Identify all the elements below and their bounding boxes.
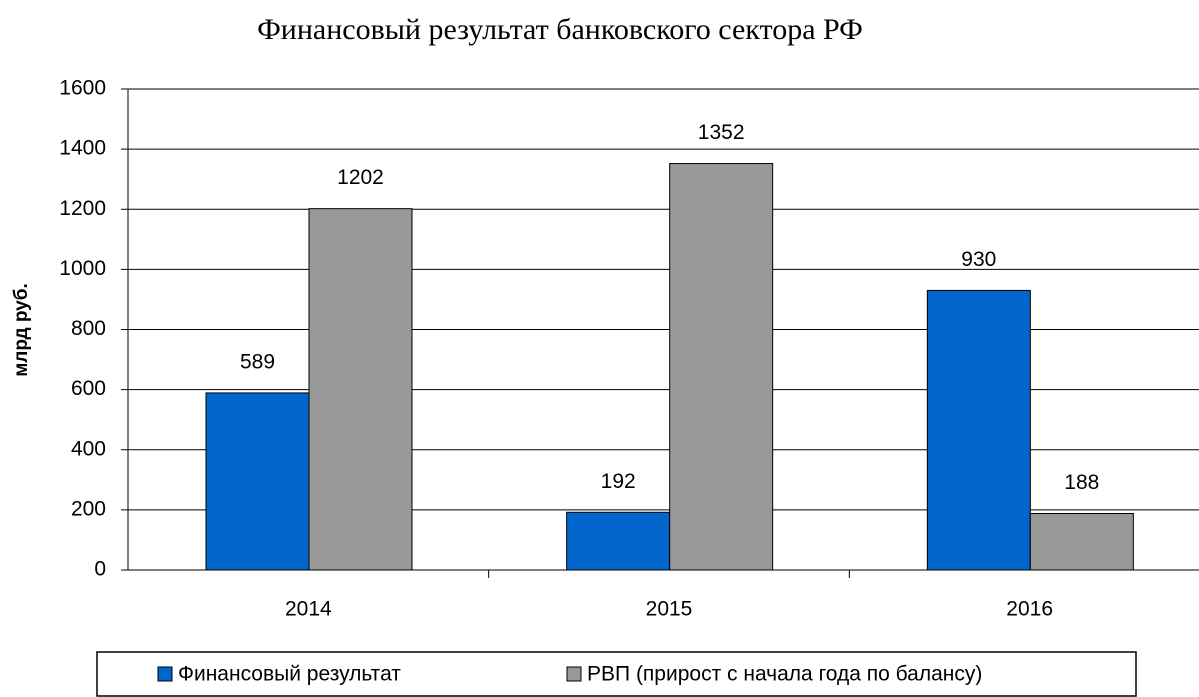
bar — [1029, 512, 1134, 571]
y-tick-label: 400 — [71, 437, 106, 460]
data-label: 192 — [601, 470, 636, 493]
bar — [205, 392, 310, 571]
bar — [308, 208, 413, 571]
y-tick-label: 200 — [71, 497, 106, 520]
y-tick-label: 600 — [71, 377, 106, 400]
x-tick-label: 2016 — [1006, 598, 1053, 621]
data-label: 188 — [1064, 471, 1099, 494]
data-label: 589 — [240, 350, 275, 373]
y-tick-label: 1600 — [59, 77, 106, 100]
y-tick-label: 1200 — [59, 197, 106, 220]
bar — [669, 163, 774, 571]
x-tick-label: 2015 — [646, 598, 693, 621]
legend-swatch — [157, 666, 173, 682]
bar — [926, 289, 1031, 571]
y-tick-label: 800 — [71, 317, 106, 340]
data-label: 1352 — [698, 121, 745, 144]
legend-swatch — [566, 666, 582, 682]
legend-label: РВП (прирост с начала года по балансу) — [587, 663, 982, 686]
legend-box — [96, 651, 1137, 697]
y-tick-label: 0 — [94, 558, 106, 581]
data-label: 1202 — [337, 166, 384, 189]
data-label: 930 — [961, 248, 996, 271]
y-tick-label: 1400 — [59, 137, 106, 160]
x-tick-label: 2014 — [285, 598, 332, 621]
y-tick-label: 1000 — [59, 257, 106, 280]
legend-label: Финансовый результат — [178, 663, 401, 686]
y-axis-title: млрд руб. — [11, 283, 32, 377]
bar — [566, 511, 671, 571]
chart-title: Финансовый результат банковского сектора… — [257, 13, 863, 46]
